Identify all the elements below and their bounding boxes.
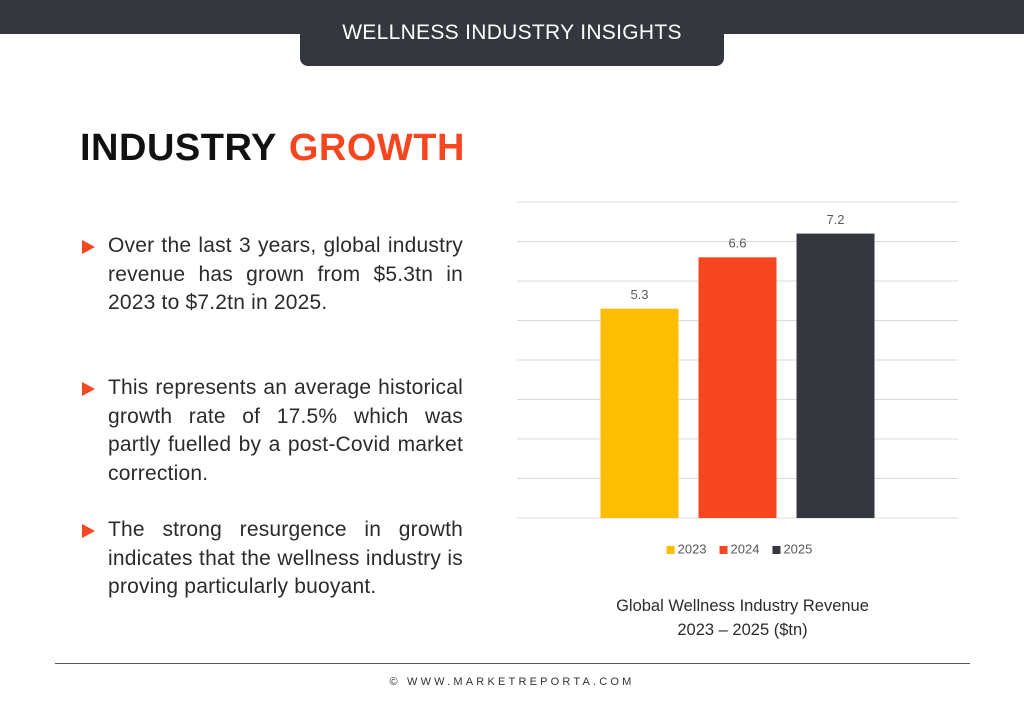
value-label: 6.6	[728, 236, 746, 251]
legend-swatch	[772, 546, 781, 554]
chart: 5.3 6.6 7.2 2023 2024 2025	[517, 201, 958, 556]
footer-rule	[55, 663, 970, 664]
heading: INDUSTRY GROWTH	[80, 124, 465, 172]
bullet: Over the last 3 years, global industry r…	[80, 232, 463, 318]
bullet-arrow	[82, 524, 95, 538]
heading-accent: GROWTH	[288, 127, 465, 169]
value-label: 5.3	[630, 287, 648, 302]
bar	[796, 233, 875, 518]
bullet-text: Over the last 3 years, global industry r…	[108, 234, 463, 314]
footer-text: © WWW.MARKETREPORTA.COM	[389, 676, 635, 688]
value-label: 7.2	[826, 212, 844, 227]
bullet-text: This represents an average historical gr…	[108, 376, 463, 485]
bar	[698, 257, 777, 518]
legend-swatch	[719, 546, 728, 554]
bullet-text: The strong resurgence in growth indicate…	[108, 518, 463, 598]
bullet-arrow	[82, 240, 95, 254]
legend-label: 2023	[678, 541, 707, 556]
legend-label: 2024	[731, 541, 760, 556]
legend-label: 2025	[783, 541, 812, 556]
bullet: The strong resurgence in growth indicate…	[80, 516, 463, 602]
bullet-arrow	[82, 382, 95, 396]
legend-swatch	[666, 546, 675, 554]
chart-title: Global Wellness Industry Revenue 2023 – …	[616, 597, 869, 639]
heading-dark: INDUSTRY	[80, 127, 277, 169]
bar	[600, 308, 679, 518]
header-title: WELLNESS INDUSTRY INSIGHTS	[300, 0, 724, 66]
bullet: This represents an average historical gr…	[80, 374, 463, 488]
